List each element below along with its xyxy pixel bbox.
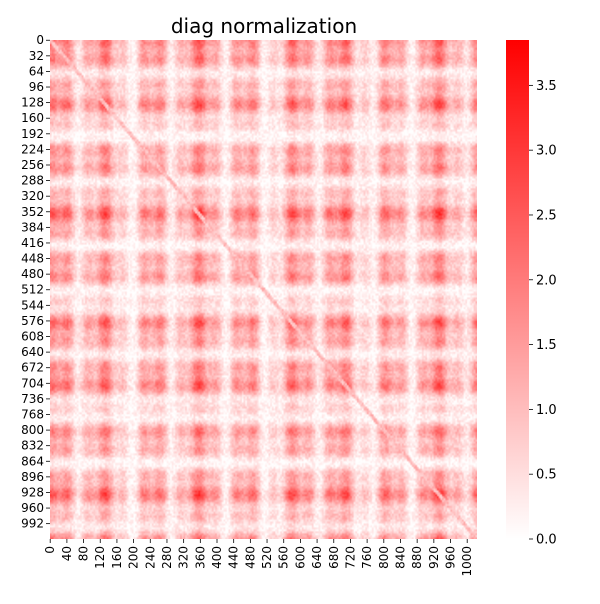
heatmap-cells <box>50 40 477 539</box>
x-tick-label: 640 <box>310 546 324 569</box>
colorbar-tick-label: 3.5 <box>536 79 557 94</box>
colorbar-tick-label: 0.0 <box>536 533 557 548</box>
x-tick-label: 560 <box>277 546 291 569</box>
y-tick-label: 800 <box>21 423 44 437</box>
colorbar-tick-label: 1.0 <box>536 403 557 418</box>
x-tick-label: 120 <box>93 546 107 569</box>
y-tick-label: 992 <box>21 517 44 531</box>
x-tick-label: 800 <box>377 546 391 569</box>
x-tick-label: 320 <box>177 546 191 569</box>
chart-title: diag normalization <box>171 14 357 38</box>
y-tick-label: 640 <box>21 345 44 359</box>
x-tick-label: 600 <box>293 546 307 569</box>
x-tick-label: 960 <box>444 546 458 569</box>
y-tick-label: 576 <box>21 314 44 328</box>
y-tick-label: 672 <box>21 361 44 375</box>
colorbar-ticks: 0.0 0.5 1.0 1.5 2.0 2.5 3.0 3.5 <box>529 79 557 548</box>
x-tick-label: 80 <box>77 546 91 561</box>
x-tick-label: 160 <box>110 546 124 569</box>
y-tick-label: 192 <box>21 127 44 141</box>
colorbar-gradient <box>506 40 529 539</box>
y-tick-label: 768 <box>21 407 44 421</box>
x-tick-label: 280 <box>160 546 174 569</box>
y-tick-label: 896 <box>21 470 44 484</box>
y-tick-label: 544 <box>21 298 44 312</box>
y-tick-label: 480 <box>21 267 44 281</box>
heatmap-area <box>50 40 477 539</box>
x-tick-label: 680 <box>327 546 341 569</box>
y-tick-label: 416 <box>21 236 44 250</box>
x-tick-label: 40 <box>60 546 74 561</box>
x-tick-label: 400 <box>210 546 224 569</box>
y-tick-label: 160 <box>21 111 44 125</box>
y-tick-label: 320 <box>21 189 44 203</box>
y-tick-label: 736 <box>21 392 44 406</box>
y-tick-label: 960 <box>21 501 44 515</box>
x-tick-label: 440 <box>227 546 241 569</box>
x-tick-label: 840 <box>393 546 407 569</box>
x-tick-label: 880 <box>410 546 424 569</box>
x-tick-label: 520 <box>260 546 274 569</box>
y-tick-label: 384 <box>21 220 44 234</box>
x-tick-label: 720 <box>343 546 357 569</box>
colorbar-tick-label: 0.5 <box>536 468 557 483</box>
x-tick-label: 1000 <box>460 546 474 577</box>
x-tick-label: 240 <box>143 546 157 569</box>
x-tick-label: 0 <box>43 546 57 554</box>
colorbar-tick-label: 3.0 <box>536 144 557 159</box>
x-tick-label: 920 <box>427 546 441 569</box>
y-tick-label: 448 <box>21 252 44 266</box>
x-tick-label: 200 <box>127 546 141 569</box>
y-tick-label: 512 <box>21 283 44 297</box>
y-tick-label: 64 <box>29 64 44 78</box>
colorbar-tick-label: 1.5 <box>536 338 557 353</box>
colorbar-tick-label: 2.0 <box>536 273 557 288</box>
x-tick-label: 760 <box>360 546 374 569</box>
y-tick-label: 928 <box>21 485 44 499</box>
y-tick-label: 352 <box>21 205 44 219</box>
x-tick-label: 480 <box>243 546 257 569</box>
y-tick-label: 704 <box>21 376 44 390</box>
colorbar: 0.0 0.5 1.0 1.5 2.0 2.5 3.0 3.5 <box>506 40 557 548</box>
y-tick-label: 832 <box>21 439 44 453</box>
y-tick-label: 96 <box>29 80 44 94</box>
y-axis: 0326496128160192224256288320352384416448… <box>21 33 50 531</box>
y-tick-label: 224 <box>21 142 44 156</box>
y-tick-label: 288 <box>21 174 44 188</box>
x-tick-label: 360 <box>193 546 207 569</box>
y-tick-label: 128 <box>21 96 44 110</box>
y-tick-label: 0 <box>36 33 44 47</box>
y-tick-label: 864 <box>21 454 44 468</box>
x-axis: 0 40 80 120 160 200 240 280 320 360 400 440 480 520 56… <box>43 539 474 577</box>
y-tick-label: 32 <box>29 49 44 63</box>
y-tick-label: 256 <box>21 158 44 172</box>
y-tick-label: 608 <box>21 330 44 344</box>
colorbar-tick-label: 2.5 <box>536 208 557 223</box>
